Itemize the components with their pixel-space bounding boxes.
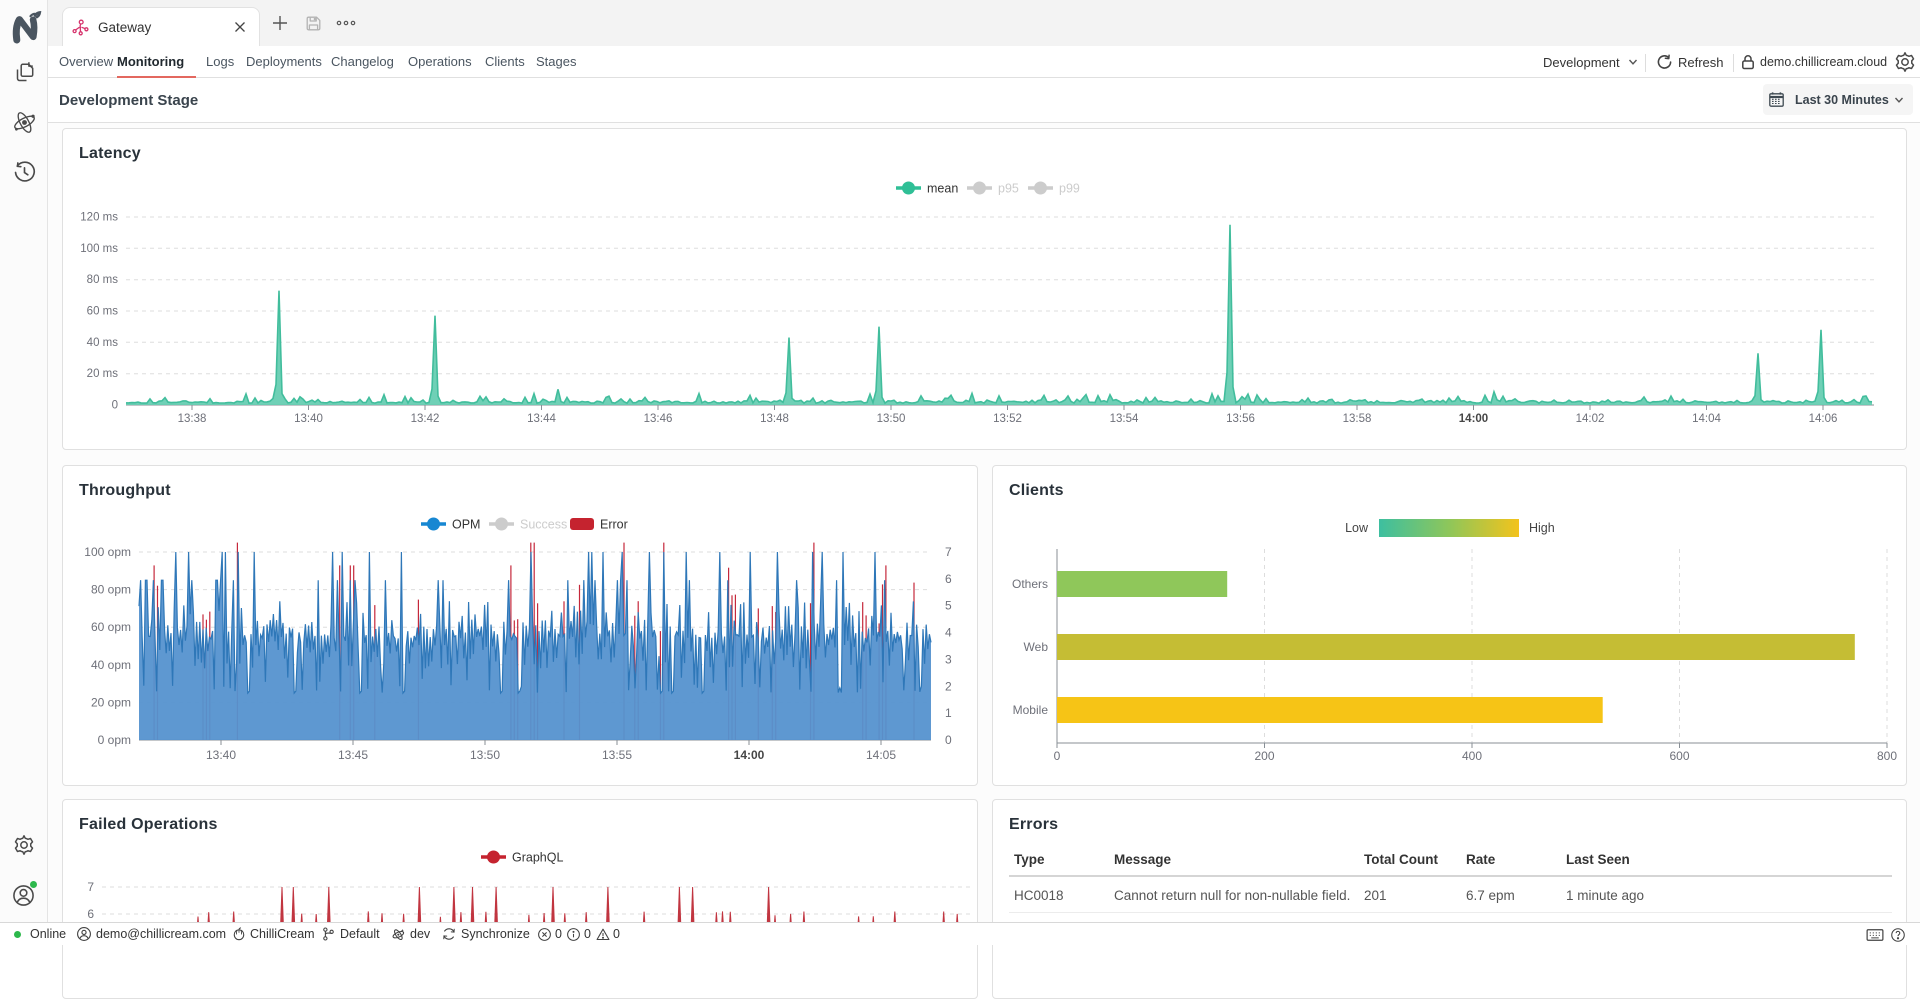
svg-text:Mobile: Mobile: [1013, 703, 1049, 717]
svg-text:100 opm: 100 opm: [84, 545, 131, 559]
svg-text:60 opm: 60 opm: [91, 620, 131, 634]
svg-text:800: 800: [1877, 749, 1897, 763]
svg-text:13:42: 13:42: [411, 413, 440, 425]
svg-text:13:56: 13:56: [1226, 413, 1255, 425]
svg-text:14:05: 14:05: [866, 748, 896, 762]
svg-text:0 opm: 0 opm: [98, 733, 131, 747]
svg-text:14:06: 14:06: [1809, 413, 1838, 425]
svg-text:14:04: 14:04: [1692, 413, 1721, 425]
svg-text:20 ms: 20 ms: [87, 368, 119, 380]
svg-text:13:55: 13:55: [602, 748, 632, 762]
svg-text:80 opm: 80 opm: [91, 583, 131, 597]
svg-text:13:45: 13:45: [338, 748, 368, 762]
svg-text:13:48: 13:48: [760, 413, 789, 425]
svg-text:200: 200: [1254, 749, 1274, 763]
svg-text:40 ms: 40 ms: [87, 337, 119, 349]
svg-text:Others: Others: [1012, 577, 1048, 591]
svg-text:13:46: 13:46: [644, 413, 673, 425]
svg-text:0: 0: [945, 733, 952, 747]
svg-text:Low: Low: [1345, 521, 1369, 535]
svg-text:Error: Error: [600, 518, 628, 532]
svg-text:0: 0: [112, 400, 118, 412]
svg-text:OPM: OPM: [452, 518, 480, 532]
svg-text:6: 6: [87, 907, 94, 921]
svg-text:60 ms: 60 ms: [87, 306, 119, 318]
svg-text:6: 6: [945, 572, 952, 586]
svg-text:13:52: 13:52: [993, 413, 1022, 425]
svg-text:80 ms: 80 ms: [87, 274, 119, 286]
svg-text:7: 7: [87, 880, 94, 894]
svg-text:4: 4: [945, 626, 952, 640]
svg-text:13:40: 13:40: [206, 748, 236, 762]
svg-text:Success: Success: [520, 518, 567, 532]
svg-text:5: 5: [945, 599, 952, 613]
svg-text:400: 400: [1462, 749, 1482, 763]
svg-text:p95: p95: [998, 182, 1019, 196]
svg-text:120 ms: 120 ms: [80, 212, 118, 224]
svg-text:13:54: 13:54: [1110, 413, 1139, 425]
svg-text:14:02: 14:02: [1576, 413, 1605, 425]
svg-text:13:50: 13:50: [877, 413, 906, 425]
svg-text:600: 600: [1669, 749, 1689, 763]
svg-text:3: 3: [945, 652, 952, 666]
svg-text:40 opm: 40 opm: [91, 658, 131, 672]
svg-text:13:38: 13:38: [178, 413, 207, 425]
svg-text:mean: mean: [927, 182, 958, 196]
svg-text:100 ms: 100 ms: [80, 243, 118, 255]
svg-text:Web: Web: [1024, 640, 1049, 654]
svg-text:20 opm: 20 opm: [91, 695, 131, 709]
svg-text:0: 0: [1054, 749, 1061, 763]
svg-text:GraphQL: GraphQL: [512, 851, 563, 865]
svg-text:1: 1: [945, 706, 952, 720]
svg-text:2: 2: [945, 679, 952, 693]
svg-text:High: High: [1529, 521, 1555, 535]
svg-text:13:58: 13:58: [1343, 413, 1372, 425]
svg-text:13:44: 13:44: [527, 413, 556, 425]
svg-text:13:40: 13:40: [294, 413, 323, 425]
svg-text:14:00: 14:00: [1459, 413, 1488, 425]
svg-text:p99: p99: [1059, 182, 1080, 196]
svg-text:14:00: 14:00: [734, 748, 765, 762]
svg-text:7: 7: [945, 545, 952, 559]
svg-text:13:50: 13:50: [470, 748, 500, 762]
